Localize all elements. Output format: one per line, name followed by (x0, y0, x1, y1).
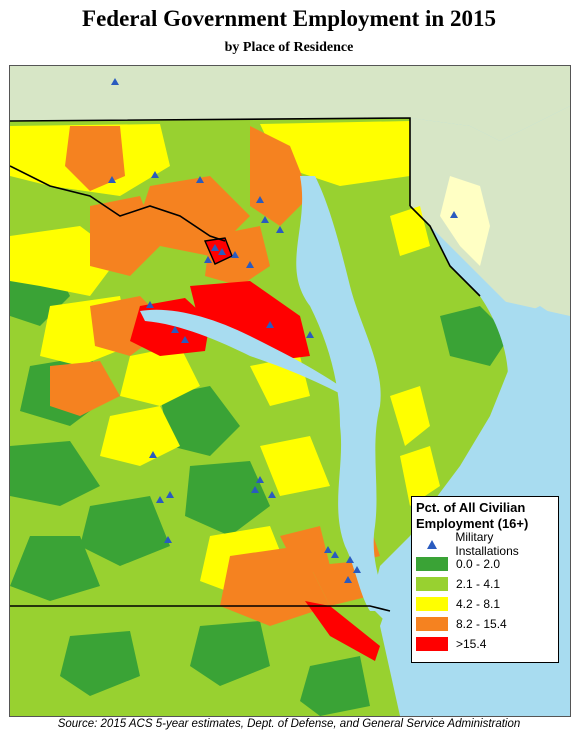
dc-border (203, 237, 233, 265)
military-installation-icon (156, 496, 164, 503)
legend-swatch-class-2 (416, 577, 448, 591)
military-installations (108, 78, 458, 583)
county-red-4 (305, 601, 380, 661)
outside-region-nj (410, 106, 570, 326)
legend-swatch-class-3 (416, 597, 448, 611)
state-border-north (10, 117, 411, 206)
county-dark-green-10 (60, 631, 140, 696)
county-dark-green-4 (160, 386, 240, 456)
map-title: Federal Government Employment in 2015 (82, 6, 496, 31)
military-installation-icon (231, 251, 239, 258)
legend-row-class-5: >15.4 (416, 636, 486, 652)
military-installation-icon (346, 556, 354, 563)
military-installation-icon (324, 546, 332, 553)
military-installation-icon (276, 226, 284, 233)
military-installation-icon (266, 321, 274, 328)
county-dark-green-3 (10, 441, 100, 506)
map-subtitle: by Place of Residence (224, 40, 354, 55)
county-dark-green-8 (440, 306, 510, 366)
military-installation-icon (344, 576, 352, 583)
county-dark-green-7 (10, 536, 100, 601)
state-border-south (10, 605, 391, 612)
military-installation-icon (256, 476, 264, 483)
legend-row-class-1: 0.0 - 2.0 (416, 556, 500, 572)
legend-label-class-2: 2.1 - 4.1 (456, 577, 501, 591)
county-red-2 (190, 281, 310, 361)
state-border-de (409, 205, 481, 297)
military-installation-icon (246, 261, 254, 268)
county-dark-green-6 (80, 496, 170, 566)
county-orange-8 (280, 526, 330, 576)
legend-label-class-4: 8.2 - 15.4 (456, 617, 507, 631)
county-yellow-9 (390, 386, 430, 446)
military-installation-icon (151, 171, 159, 178)
legend-label-military: Military Installations (455, 530, 519, 558)
military-installation-icon (353, 566, 361, 573)
military-installation-icon (251, 486, 259, 493)
state-border-wv (10, 165, 226, 242)
county-yellow-10 (260, 436, 330, 496)
legend-label-class-5: >15.4 (456, 637, 487, 651)
military-installation-icon (111, 78, 119, 85)
military-installation-icon (306, 331, 314, 338)
military-installation-icon (108, 176, 116, 183)
military-installation-icon (331, 551, 339, 558)
county-dark-green-5 (185, 461, 270, 536)
military-installation-icon (256, 196, 264, 203)
military-installation-icon (164, 536, 172, 543)
legend-label-class-1: 0.0 - 2.0 (456, 557, 501, 571)
military-installation-icon (204, 256, 212, 263)
potomac-river (140, 309, 345, 396)
county-yellow-6 (100, 406, 180, 466)
legend-swatch-class-1 (416, 557, 448, 571)
map-legend: Pct. of All Civilian Employment (16+) Mi… (411, 496, 559, 663)
legend-swatch-class-5 (416, 637, 448, 651)
military-installation-icon (261, 216, 269, 223)
legend-row-class-2: 2.1 - 4.1 (416, 576, 500, 592)
outside-region-north (10, 66, 570, 141)
county-yellow-12 (400, 446, 440, 506)
county-yellow-5 (120, 346, 200, 406)
legend-title-line2: Employment (16+) (416, 516, 529, 531)
military-installation-icon (450, 211, 458, 218)
legend-title: Pct. of All Civilian Employment (16+) (416, 500, 528, 532)
legend-label-class-3: 4.2 - 8.1 (456, 597, 501, 611)
military-installation-icon (211, 244, 219, 251)
outside-county-de (440, 176, 490, 266)
military-installation-icon (196, 176, 204, 183)
military-installation-icon (171, 326, 179, 333)
source-note: Source: 2015 ACS 5-year estimates, Dept.… (57, 718, 521, 730)
military-installation-icon (268, 491, 276, 498)
legend-row-class-4: 8.2 - 15.4 (416, 616, 507, 632)
military-installation-icon (166, 491, 174, 498)
county-orange-7 (50, 361, 120, 416)
county-dark-green-9 (190, 621, 270, 686)
legend-title-line1: Pct. of All Civilian (416, 500, 526, 515)
county-yellow-11 (390, 206, 430, 256)
legend-row-class-3: 4.2 - 8.1 (416, 596, 500, 612)
military-installation-icon (146, 301, 154, 308)
military-installation-icon (218, 248, 226, 255)
military-installation-icon (416, 537, 447, 551)
military-installation-icon (181, 336, 189, 343)
legend-row-military: Military Installations (416, 530, 558, 558)
legend-swatch-class-4 (416, 617, 448, 631)
county-orange-4 (90, 196, 160, 276)
county-orange-1 (65, 126, 125, 191)
county-dark-green-11 (300, 656, 370, 716)
county-orange-3 (250, 126, 310, 226)
military-installation-icon (149, 451, 157, 458)
